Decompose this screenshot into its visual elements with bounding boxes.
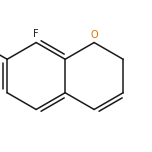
Text: F: F (33, 29, 39, 39)
Text: O: O (90, 30, 98, 40)
